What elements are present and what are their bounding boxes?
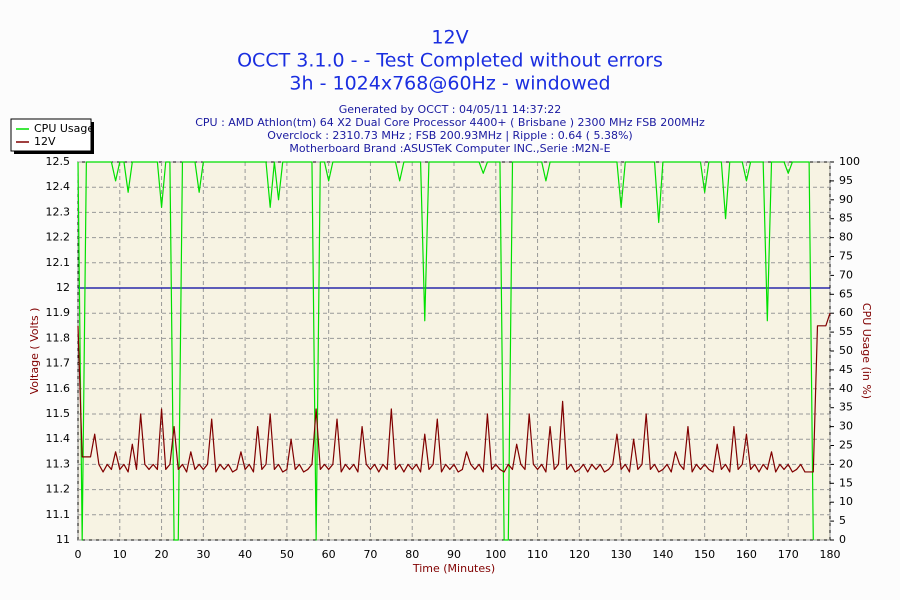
- subtitle: Generated by OCCT : 04/05/11 14:37:22: [339, 103, 562, 116]
- y2-tick-label: 30: [839, 420, 853, 433]
- x-tick-label: 140: [652, 548, 673, 561]
- legend-label: 12V: [34, 135, 56, 148]
- y2-tick-label: 60: [839, 306, 853, 319]
- y-tick-label: 12.3: [46, 205, 71, 218]
- series-line: [77, 161, 814, 541]
- x-tick-label: 0: [75, 548, 82, 561]
- x-tick-label: 120: [569, 548, 590, 561]
- x-tick-label: 40: [238, 548, 252, 561]
- legend-box: [10, 118, 92, 152]
- y2-tick-label: 10: [839, 495, 853, 508]
- x-tick-label: 10: [113, 548, 127, 561]
- y-tick-label: 11.1: [46, 508, 71, 521]
- y2-tick-label: 45: [839, 363, 853, 376]
- y2-tick-label: 25: [839, 439, 853, 452]
- y-tick-label: 11.3: [46, 457, 71, 470]
- chart-title-line: 3h - 1024x768@60Hz - windowed: [289, 73, 610, 95]
- x-tick-label: 170: [778, 548, 799, 561]
- x-tick-label: 100: [485, 548, 506, 561]
- y-tick-label: 11: [56, 533, 70, 546]
- y2-tick-label: 90: [839, 193, 853, 206]
- x-tick-label: 80: [405, 548, 419, 561]
- chart-title-line: OCCT 3.1.0 - - Test Completed without er…: [237, 50, 663, 72]
- y-tick-label: 11.4: [46, 432, 71, 445]
- y2-tick-label: 5: [839, 514, 846, 527]
- y2-tick-label: 95: [839, 174, 853, 187]
- y-tick-label: 12.5: [46, 155, 71, 168]
- y2-tick-label: 75: [839, 250, 853, 263]
- y-tick-label: 12.4: [46, 180, 71, 193]
- x-tick-label: 130: [611, 548, 632, 561]
- legend-label: CPU Usage: [34, 122, 94, 135]
- y2-axis-label: CPU Usage (in %): [860, 303, 873, 399]
- y-tick-label: 12.1: [46, 256, 71, 269]
- y-tick-label: 11.5: [46, 407, 71, 420]
- y-tick-label: 11.2: [46, 483, 71, 496]
- y-tick-label: 12: [56, 281, 70, 294]
- x-tick-label: 20: [155, 548, 169, 561]
- y-axis-label: Voltage ( Volts ): [28, 308, 41, 395]
- x-tick-label: 160: [736, 548, 757, 561]
- x-tick-label: 110: [527, 548, 548, 561]
- x-tick-label: 150: [694, 548, 715, 561]
- y2-tick-label: 85: [839, 212, 853, 225]
- x-tick-label: 70: [363, 548, 377, 561]
- y2-tick-label: 80: [839, 231, 853, 244]
- y-tick-label: 12.2: [46, 231, 71, 244]
- x-tick-label: 60: [322, 548, 336, 561]
- x-axis-label: Time (Minutes): [412, 562, 495, 575]
- subtitle: Motherboard Brand :ASUSTeK Computer INC.…: [289, 142, 610, 155]
- y2-tick-label: 55: [839, 325, 853, 338]
- y2-tick-label: 100: [839, 155, 860, 168]
- y2-tick-label: 0: [839, 533, 846, 546]
- y-tick-label: 11.7: [46, 357, 71, 370]
- y2-tick-label: 15: [839, 476, 853, 489]
- y-tick-label: 11.9: [46, 306, 71, 319]
- x-tick-label: 90: [447, 548, 461, 561]
- y2-tick-label: 70: [839, 268, 853, 281]
- y2-tick-label: 40: [839, 382, 853, 395]
- y2-tick-label: 20: [839, 457, 853, 470]
- x-tick-label: 180: [820, 548, 841, 561]
- x-tick-label: 50: [280, 548, 294, 561]
- subtitle: CPU : AMD Athlon(tm) 64 X2 Dual Core Pro…: [195, 116, 705, 129]
- series-line: [77, 313, 831, 473]
- x-tick-label: 30: [196, 548, 210, 561]
- chart-title: 12V: [431, 27, 468, 49]
- y2-tick-label: 35: [839, 401, 853, 414]
- subtitle: Overclock : 2310.73 MHz ; FSB 200.93MHz …: [267, 129, 632, 142]
- y-tick-label: 11.8: [46, 331, 71, 344]
- y2-tick-label: 50: [839, 344, 853, 357]
- y2-tick-label: 65: [839, 287, 853, 300]
- y-tick-label: 11.6: [46, 382, 71, 395]
